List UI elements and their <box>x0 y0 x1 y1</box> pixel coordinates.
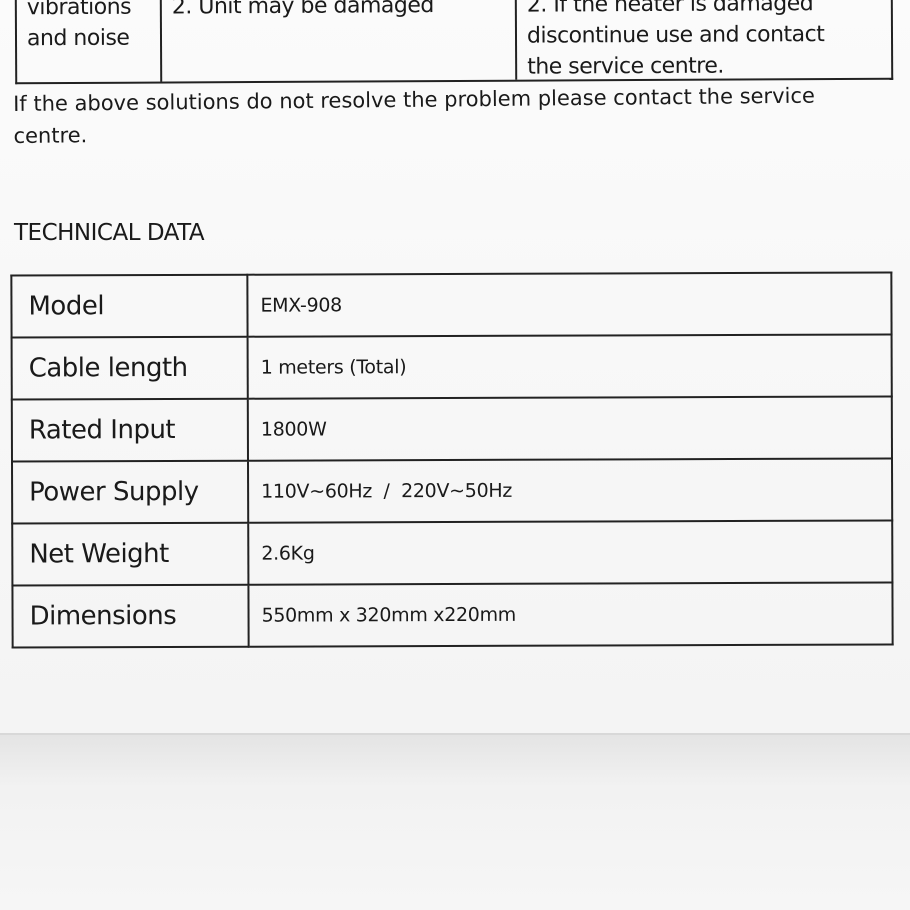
solution-cell: 2. If the heater is damaged discontinue … <box>517 0 891 80</box>
document-page <box>0 0 910 735</box>
spec-label: Rated Input <box>11 398 249 462</box>
spec-value: 1 meters (Total) <box>247 334 892 399</box>
spec-label: Power Supply <box>12 460 249 524</box>
spec-label: Net Weight <box>12 522 249 586</box>
technical-data-table: Model EMX-908 Cable length 1 meters (Total)… <box>10 271 893 648</box>
spec-value: 2.6Kg <box>248 520 893 585</box>
table-row: Dimensions 550mm x 320mm x220mm <box>12 582 893 648</box>
spec-label: Cable length <box>11 336 248 400</box>
table-row: Cable length 1 meters (Total) <box>11 334 892 400</box>
cell-line: vibrations <box>26 0 132 21</box>
spec-value: 550mm x 320mm x220mm <box>248 582 893 647</box>
table-row: Model EMX-908 <box>11 272 892 338</box>
table-row: Net Weight 2.6Kg <box>12 520 893 586</box>
spec-value: 110V~60Hz / 220V~50Hz <box>248 458 893 523</box>
table-row: Power Supply 110V~60Hz / 220V~50Hz <box>12 458 893 524</box>
spec-label: Dimensions <box>12 584 249 648</box>
spec-value: 1800W <box>247 396 892 461</box>
cell-line: and noise <box>26 25 130 52</box>
table-row: Rated Input 1800W <box>11 396 892 462</box>
cell-line: 2. If the heater is damaged <box>526 0 814 18</box>
cell-line: 2. Unit may be damaged <box>171 0 434 20</box>
troubleshooting-table-fragment: vibrations and noise 2. Unit may be dama… <box>14 0 894 85</box>
service-note: If the above solutions do not resolve th… <box>13 83 815 148</box>
underlying-page <box>0 735 910 910</box>
page-edge <box>0 733 910 736</box>
cell-line: the service centre. <box>527 53 724 80</box>
cause-cell: 2. Unit may be damaged <box>161 0 518 82</box>
spec-value: EMX-908 <box>247 272 892 337</box>
spec-label: Model <box>11 274 248 338</box>
cell-line: discontinue use and contact <box>526 22 825 49</box>
technical-data-heading: TECHNICAL DATA <box>14 220 205 246</box>
problem-cell: vibrations and noise <box>16 0 163 83</box>
